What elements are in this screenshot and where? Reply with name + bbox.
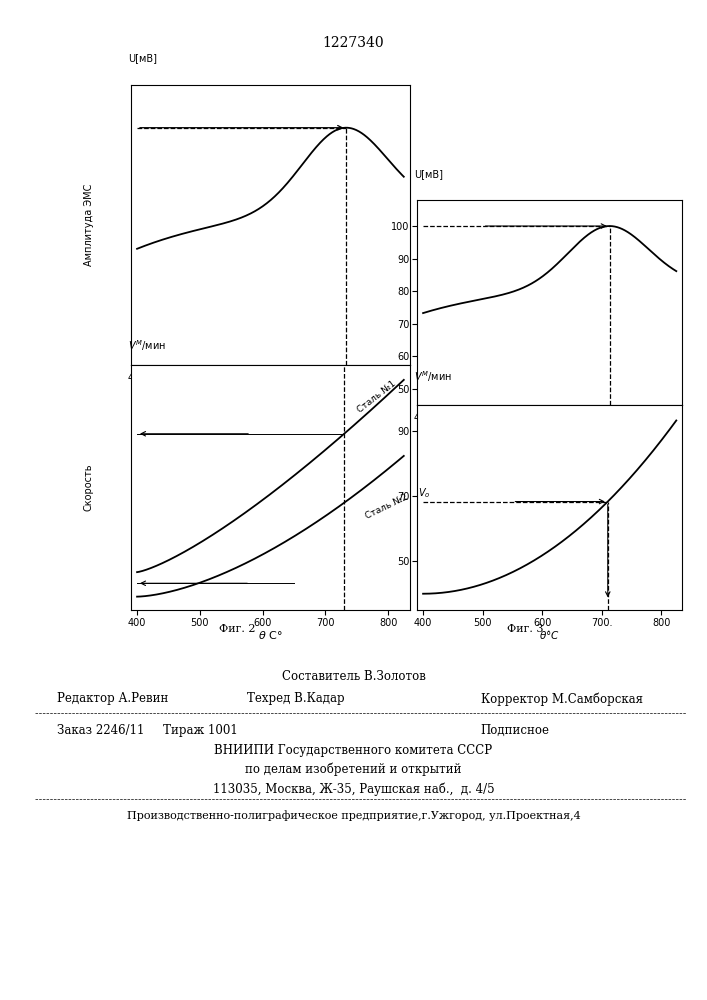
Text: Заказ 2246/11     Тираж 1001: Заказ 2246/11 Тираж 1001 <box>57 724 238 737</box>
Text: Амплитуда ЭМС: Амплитуда ЭМС <box>84 184 94 266</box>
X-axis label: $\theta°C$: $\theta°C$ <box>539 424 560 436</box>
Text: Подписное: Подписное <box>481 724 550 737</box>
X-axis label: $\theta,C°$: $\theta,C°$ <box>257 384 284 397</box>
Text: 1227340: 1227340 <box>322 36 385 50</box>
Text: Фиг. 3 .: Фиг. 3 . <box>507 624 550 634</box>
Text: Корректор М.Самборская: Корректор М.Самборская <box>481 692 643 706</box>
Text: Сталь №1: Сталь №1 <box>356 379 397 415</box>
Text: Техред В.Кадар: Техред В.Кадар <box>247 692 345 705</box>
Text: U[мВ]: U[мВ] <box>414 169 443 180</box>
Text: Сталь №2: Сталь №2 <box>364 492 409 521</box>
Text: ВНИИПИ Государственного комитета СССР: ВНИИПИ Государственного комитета СССР <box>214 744 493 757</box>
Text: Производственно-полиграфическое предприятие,г.Ужгород, ул.Проектная,4: Производственно-полиграфическое предприя… <box>127 810 580 821</box>
Text: Скорость: Скорость <box>84 464 94 511</box>
X-axis label: $\theta$ C°: $\theta$ C° <box>258 629 283 641</box>
Text: $V_o$: $V_o$ <box>418 486 431 500</box>
Text: $V^M$/мин: $V^M$/мин <box>414 370 452 384</box>
Text: Редактор А.Ревин: Редактор А.Ревин <box>57 692 168 705</box>
Text: $V^M$/мин: $V^M$/мин <box>128 338 166 353</box>
Text: U[мВ]: U[мВ] <box>128 53 157 63</box>
Text: 113035, Москва, Ж-35, Раушская наб.,  д. 4/5: 113035, Москва, Ж-35, Раушская наб., д. … <box>213 782 494 796</box>
Text: Составитель В.Золотов: Составитель В.Золотов <box>281 670 426 683</box>
Text: Фиг. 2: Фиг. 2 <box>218 624 255 634</box>
Text: по делам изобретений и открытий: по делам изобретений и открытий <box>245 763 462 776</box>
X-axis label: $\theta°C$: $\theta°C$ <box>539 629 560 641</box>
